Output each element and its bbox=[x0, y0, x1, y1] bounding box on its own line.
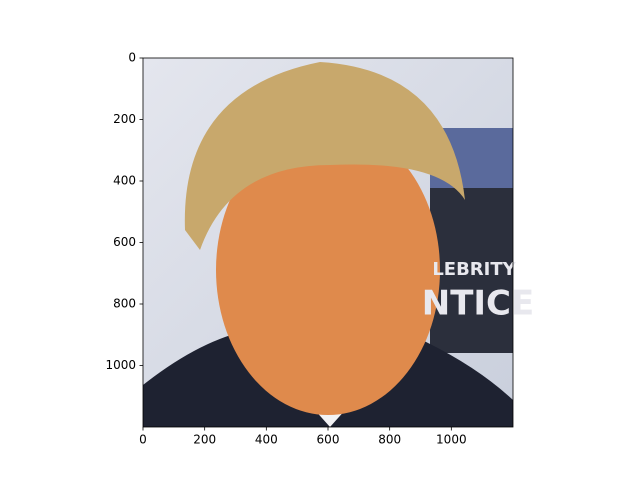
y-tick-label: 400 bbox=[113, 174, 136, 188]
x-tick-label: 400 bbox=[255, 433, 278, 447]
x-tick-label: 0 bbox=[139, 433, 147, 447]
x-tick-label: 800 bbox=[378, 433, 401, 447]
image bbox=[143, 58, 513, 427]
image-text: NTICE bbox=[422, 284, 534, 324]
y-tick-label: 1000 bbox=[105, 358, 136, 372]
y-tick-label: 800 bbox=[113, 297, 136, 311]
y-tick-label: 0 bbox=[128, 51, 136, 65]
figure-hair bbox=[184, 62, 466, 250]
figure-face bbox=[216, 125, 440, 415]
image-text: LEBRITY bbox=[432, 259, 516, 280]
x-tick-label: 600 bbox=[317, 433, 340, 447]
x-tick-label: 1000 bbox=[436, 433, 467, 447]
x-tick-label: 200 bbox=[193, 433, 216, 447]
y-tick-label: 600 bbox=[113, 235, 136, 249]
y-tick-label: 200 bbox=[113, 112, 136, 126]
